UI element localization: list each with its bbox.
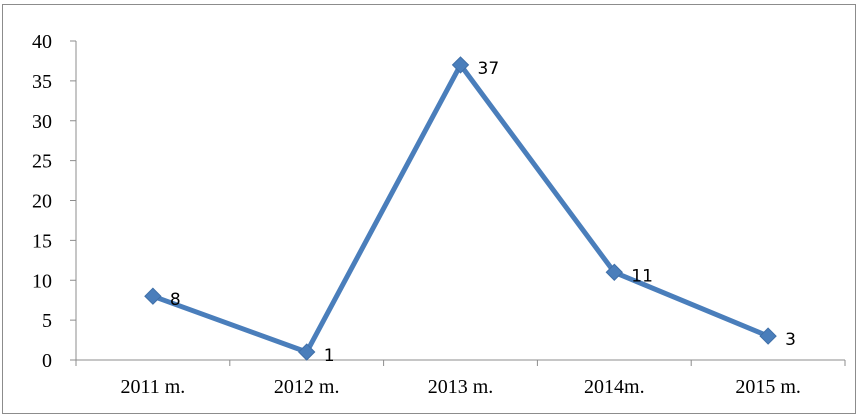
- x-tick-label: 2012 m.: [274, 376, 340, 398]
- y-tick-label: 5: [42, 310, 52, 332]
- y-axis: 0 5 10 15 20 25 30 35 40: [32, 31, 77, 372]
- data-point-marker: [144, 287, 162, 305]
- x-tick-label: 2014m.: [584, 376, 645, 398]
- y-tick-label: 15: [32, 230, 52, 252]
- data-label: 3: [785, 330, 796, 350]
- y-tick-label: 25: [32, 151, 52, 173]
- data-point-marker: [759, 327, 777, 345]
- y-tick-label: 10: [32, 270, 52, 292]
- y-tick-label: 35: [32, 71, 52, 93]
- y-tick-label: 0: [42, 350, 52, 372]
- data-point-marker: [451, 56, 470, 74]
- data-label: 1: [324, 346, 335, 366]
- y-tick-label: 30: [32, 111, 52, 133]
- x-tick-label: 2011 m.: [120, 376, 185, 398]
- x-tick-label: 2013 m.: [428, 376, 494, 398]
- data-label: 37: [478, 59, 500, 79]
- chart-frame: [2, 4, 856, 414]
- data-label: 8: [170, 290, 181, 310]
- y-tick-label: 20: [32, 191, 52, 213]
- data-labels: 8 1 37 11 3: [170, 59, 796, 366]
- series-line: [152, 62, 770, 355]
- data-point-marker: [605, 263, 624, 281]
- data-point-marker: [297, 343, 316, 361]
- x-tick-label: 2015 m.: [735, 376, 801, 398]
- data-label: 11: [631, 266, 653, 286]
- series: [144, 56, 777, 361]
- x-axis: 2011 m. 2012 m. 2013 m. 2014m. 2015 m.: [75, 359, 846, 398]
- y-tick-label: 40: [32, 31, 52, 53]
